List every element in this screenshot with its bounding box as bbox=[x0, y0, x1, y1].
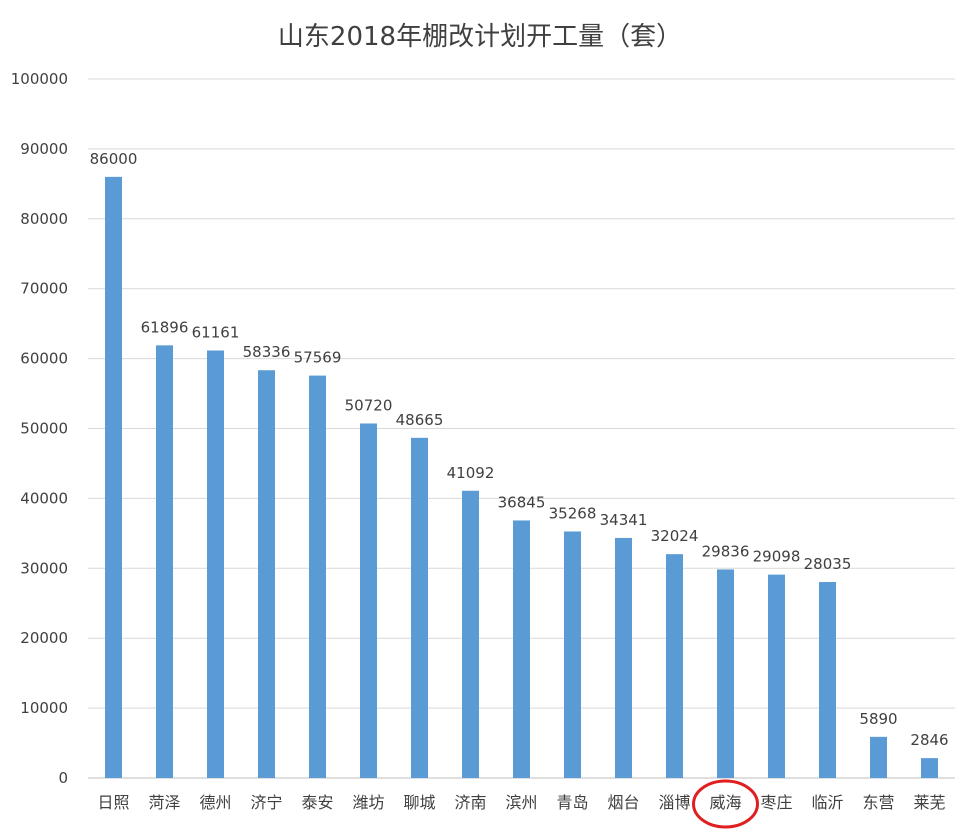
bars bbox=[105, 176, 938, 779]
bar bbox=[768, 574, 785, 778]
data-label: 29098 bbox=[753, 548, 801, 566]
x-tick-label: 莱芜 bbox=[913, 793, 945, 812]
highlight-circle bbox=[692, 779, 759, 829]
y-tick-label: 10000 bbox=[20, 699, 68, 717]
y-tick-label: 20000 bbox=[20, 629, 68, 647]
data-label: 35268 bbox=[549, 504, 597, 522]
data-label: 50720 bbox=[345, 396, 393, 414]
x-tick-label: 菏泽 bbox=[148, 793, 180, 812]
y-tick-label: 30000 bbox=[20, 559, 68, 577]
bar bbox=[207, 350, 224, 778]
y-tick-label: 70000 bbox=[20, 280, 68, 298]
bar bbox=[513, 520, 530, 778]
y-axis-tick-labels: 0 10000 20000 30000 40000 50000 60000 70000 8000… bbox=[11, 70, 68, 787]
bar bbox=[411, 437, 428, 778]
bar bbox=[258, 370, 275, 778]
y-tick-label: 60000 bbox=[20, 350, 68, 368]
chart-title: 山东2018年棚改计划开工量（套） bbox=[278, 22, 682, 52]
y-tick-label: 100000 bbox=[11, 70, 68, 88]
bar bbox=[564, 531, 581, 778]
bar bbox=[360, 423, 377, 778]
bar bbox=[921, 758, 938, 778]
bar bbox=[105, 176, 122, 779]
data-label: 86000 bbox=[90, 150, 138, 168]
x-tick-label: 济南 bbox=[454, 793, 486, 812]
bar bbox=[819, 582, 836, 778]
x-tick-label: 青岛 bbox=[556, 793, 588, 812]
x-tick-label: 烟台 bbox=[607, 793, 639, 812]
y-tick-label: 0 bbox=[58, 769, 68, 787]
bar bbox=[717, 569, 734, 778]
y-tick-label: 80000 bbox=[20, 210, 68, 228]
data-label: 2846 bbox=[910, 731, 948, 749]
data-label: 32024 bbox=[651, 527, 699, 545]
bar bbox=[462, 490, 479, 778]
x-tick-label: 日照 bbox=[97, 793, 129, 812]
y-tick-label: 90000 bbox=[20, 140, 68, 158]
data-label: 58336 bbox=[243, 343, 291, 361]
gridlines bbox=[88, 78, 955, 779]
data-label: 5890 bbox=[859, 710, 897, 728]
bar bbox=[870, 736, 887, 778]
bar bbox=[309, 375, 326, 778]
x-tick-label: 临沂 bbox=[811, 793, 843, 812]
bar bbox=[615, 537, 632, 778]
x-tick-label: 聊城 bbox=[403, 793, 435, 812]
x-tick-label: 滨州 bbox=[505, 793, 537, 812]
x-tick-label: 威海 bbox=[709, 793, 741, 812]
bar bbox=[666, 554, 683, 778]
x-tick-label: 泰安 bbox=[301, 793, 333, 812]
data-label: 48665 bbox=[396, 411, 444, 429]
data-label: 41092 bbox=[447, 464, 495, 482]
highlight-annotation bbox=[692, 779, 759, 829]
x-tick-label: 潍坊 bbox=[352, 793, 384, 812]
data-label: 61896 bbox=[141, 318, 189, 336]
data-label: 36845 bbox=[498, 493, 546, 511]
data-label: 28035 bbox=[804, 555, 852, 573]
x-tick-label: 淄博 bbox=[658, 793, 690, 812]
x-tick-label: 德州 bbox=[199, 793, 231, 812]
x-tick-label: 东营 bbox=[862, 793, 894, 812]
x-tick-label: 济宁 bbox=[250, 793, 282, 812]
x-tick-label: 枣庄 bbox=[760, 793, 792, 812]
bar bbox=[156, 345, 173, 778]
y-tick-label: 40000 bbox=[20, 489, 68, 507]
data-label: 29836 bbox=[702, 542, 750, 560]
data-label: 61161 bbox=[192, 323, 240, 341]
x-axis-category-labels: 日照 菏泽 德州 济宁 泰安 潍坊 聊城 济南 滨州 青岛 烟台 淄博 威海 枣庄 临沂 东营 莱芜 bbox=[97, 793, 945, 812]
data-label: 57569 bbox=[294, 349, 342, 367]
y-tick-label: 50000 bbox=[20, 420, 68, 438]
data-label: 34341 bbox=[600, 511, 648, 529]
